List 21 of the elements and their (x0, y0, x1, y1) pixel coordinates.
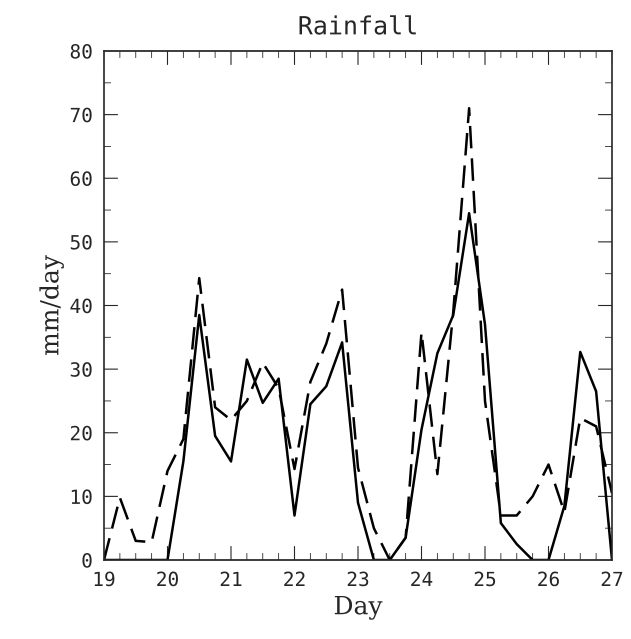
x-tick-label: 24 (411, 572, 432, 586)
y-tick-label: 60 (70, 171, 92, 186)
x-tick-label: 25 (474, 572, 496, 586)
x-tick-label: 23 (348, 572, 368, 586)
x-tick-label: 21 (220, 572, 242, 586)
y-tick-label: 0 (82, 553, 92, 568)
chart-title: Rainfall (300, 15, 416, 35)
y-tick-label: 80 (70, 44, 92, 59)
y-tick-label: 50 (70, 234, 92, 250)
y-tick-label: 10 (72, 489, 92, 504)
x-tick-label: 26 (538, 572, 559, 586)
x-axis-title: Day (334, 596, 382, 620)
x-tick-label: 22 (284, 572, 305, 586)
y-tick-label: 30 (70, 362, 92, 377)
y-axis-title: mm/day (39, 255, 64, 356)
x-tick-label: 19 (94, 572, 114, 586)
x-tick-label: 20 (157, 572, 178, 586)
y-tick-label: 20 (70, 426, 92, 440)
x-tick-label: 27 (602, 572, 622, 586)
y-tick-label: 70 (70, 108, 92, 122)
y-tick-label: 40 (70, 298, 92, 314)
